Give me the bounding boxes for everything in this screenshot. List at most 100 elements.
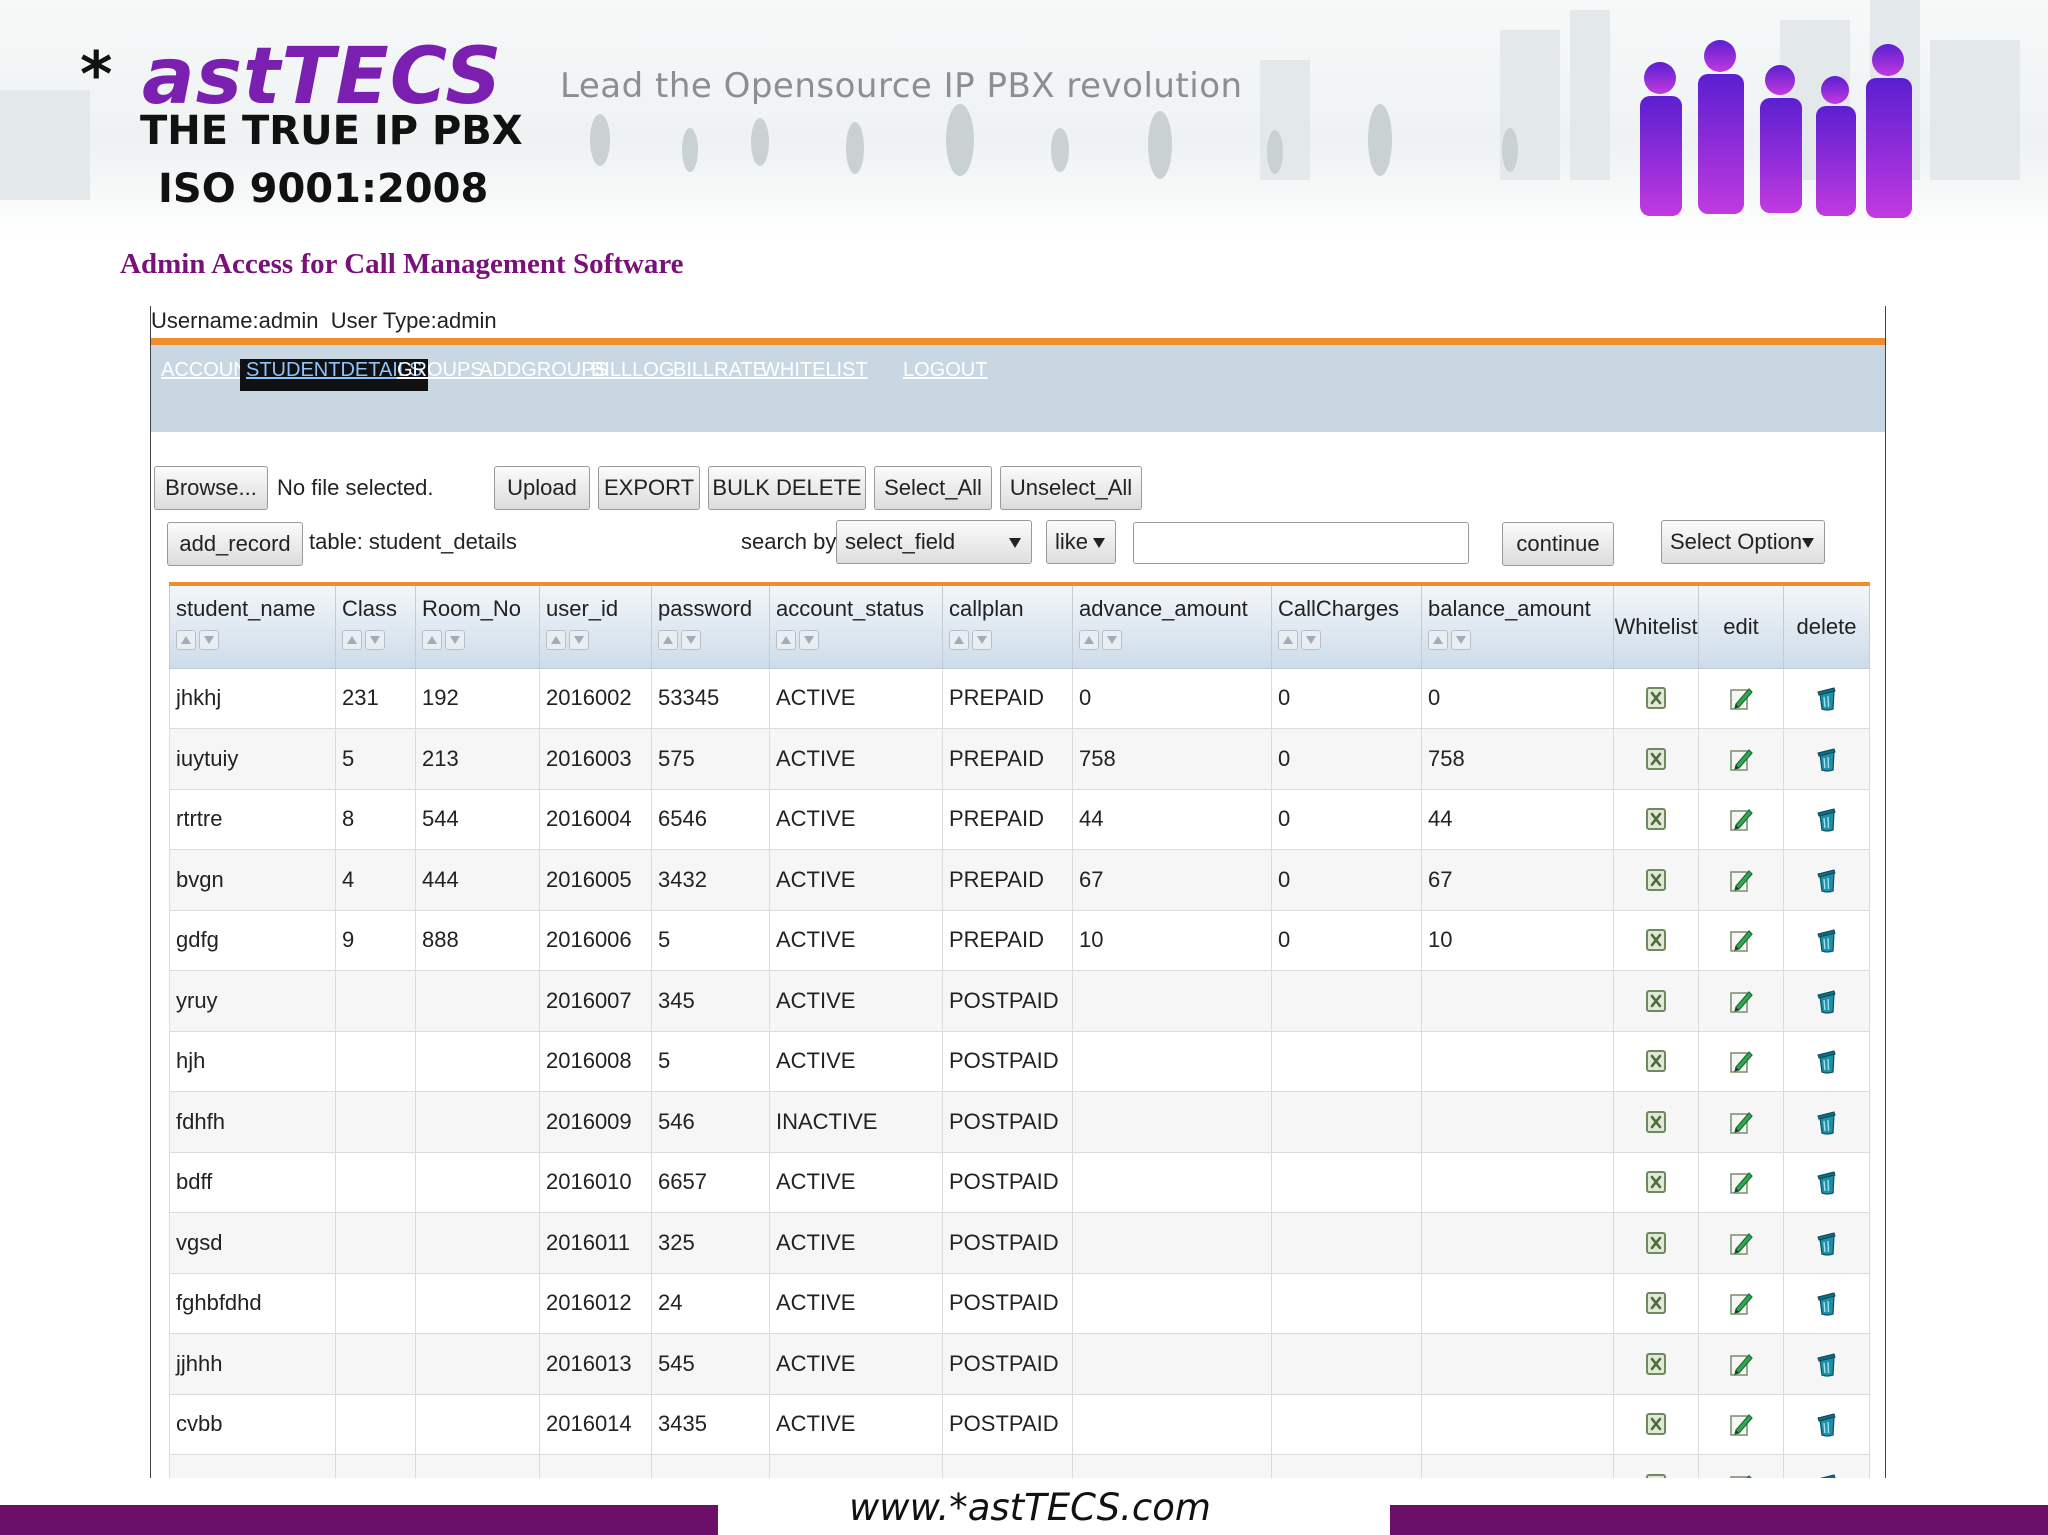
cell-account-status: ACTIVE bbox=[769, 909, 943, 971]
nav-billlog[interactable]: BILLLOG bbox=[591, 359, 675, 381]
cell-edit bbox=[1698, 788, 1784, 850]
whitelist-x-icon[interactable] bbox=[1642, 684, 1670, 712]
edit-pencil-icon[interactable] bbox=[1727, 1229, 1755, 1257]
cell-balance-amount bbox=[1421, 1030, 1614, 1092]
sort-ascending-icon[interactable] bbox=[776, 630, 796, 650]
search-field-select[interactable]: select_field bbox=[836, 520, 1032, 564]
sort-descending-icon[interactable] bbox=[799, 630, 819, 650]
whitelist-x-icon[interactable] bbox=[1642, 1047, 1670, 1075]
edit-pencil-icon[interactable] bbox=[1727, 1471, 1755, 1478]
delete-bin-icon[interactable] bbox=[1813, 987, 1841, 1015]
whitelist-x-icon[interactable] bbox=[1642, 1229, 1670, 1257]
cell-callplan: PREPAID bbox=[942, 849, 1073, 911]
whitelist-x-icon[interactable] bbox=[1642, 926, 1670, 954]
edit-pencil-icon[interactable] bbox=[1727, 1047, 1755, 1075]
sort-descending-icon[interactable] bbox=[1301, 630, 1321, 650]
cell-account-status: ACTIVE bbox=[769, 849, 943, 911]
edit-pencil-icon[interactable] bbox=[1727, 805, 1755, 833]
whitelist-x-icon[interactable] bbox=[1642, 866, 1670, 894]
edit-pencil-icon[interactable] bbox=[1727, 866, 1755, 894]
sort-descending-icon[interactable] bbox=[199, 630, 219, 650]
cell-room-no: 192 bbox=[415, 667, 540, 729]
delete-bin-icon[interactable] bbox=[1813, 1108, 1841, 1136]
sort-descending-icon[interactable] bbox=[569, 630, 589, 650]
whitelist-x-icon[interactable] bbox=[1642, 1350, 1670, 1378]
cell-whitelist bbox=[1613, 667, 1699, 729]
sort-ascending-icon[interactable] bbox=[1428, 630, 1448, 650]
nav-account[interactable]: ACCOUNT bbox=[161, 359, 260, 381]
column-header-label: Room_No bbox=[422, 596, 522, 621]
select-all-button[interactable]: Select_All bbox=[874, 466, 992, 510]
nav-logout[interactable]: LOGOUT bbox=[903, 359, 988, 381]
sort-ascending-icon[interactable] bbox=[949, 630, 969, 650]
cell-user-id: 2016004 bbox=[539, 788, 652, 850]
edit-pencil-icon[interactable] bbox=[1727, 1168, 1755, 1196]
whitelist-x-icon[interactable] bbox=[1642, 1108, 1670, 1136]
whitelist-x-icon[interactable] bbox=[1642, 987, 1670, 1015]
delete-bin-icon[interactable] bbox=[1813, 866, 1841, 894]
search-operator-select[interactable]: like bbox=[1046, 520, 1116, 564]
nav-studentdetails[interactable]: STUDENTDETAILS bbox=[240, 359, 429, 391]
cell-account-status: ACTIVE bbox=[769, 788, 943, 850]
sort-controls bbox=[1278, 630, 1415, 652]
sort-ascending-icon[interactable] bbox=[176, 630, 196, 650]
whitelist-x-icon[interactable] bbox=[1642, 745, 1670, 773]
delete-bin-icon[interactable] bbox=[1813, 1289, 1841, 1317]
sort-ascending-icon[interactable] bbox=[1278, 630, 1298, 650]
edit-pencil-icon[interactable] bbox=[1727, 684, 1755, 712]
nav-groups[interactable]: GROUPS bbox=[397, 359, 484, 381]
delete-bin-icon[interactable] bbox=[1813, 1168, 1841, 1196]
sort-ascending-icon[interactable] bbox=[546, 630, 566, 650]
cell-whitelist bbox=[1613, 1030, 1699, 1092]
cell-advance-amount bbox=[1072, 1272, 1272, 1334]
browse-button[interactable]: Browse... bbox=[154, 466, 268, 510]
sort-ascending-icon[interactable] bbox=[422, 630, 442, 650]
edit-pencil-icon[interactable] bbox=[1727, 926, 1755, 954]
edit-pencil-icon[interactable] bbox=[1727, 1410, 1755, 1438]
delete-bin-icon[interactable] bbox=[1813, 1410, 1841, 1438]
delete-bin-icon[interactable] bbox=[1813, 805, 1841, 833]
sort-descending-icon[interactable] bbox=[445, 630, 465, 650]
nav-whitelist[interactable]: WHITELIST bbox=[761, 359, 868, 381]
sort-descending-icon[interactable] bbox=[365, 630, 385, 650]
whitelist-x-icon[interactable] bbox=[1642, 1471, 1670, 1478]
delete-bin-icon[interactable] bbox=[1813, 684, 1841, 712]
edit-pencil-icon[interactable] bbox=[1727, 1289, 1755, 1317]
edit-pencil-icon[interactable] bbox=[1727, 1108, 1755, 1136]
nav-addgroups[interactable]: ADDGROUPS bbox=[479, 359, 608, 381]
add-record-button[interactable]: add_record bbox=[167, 522, 303, 566]
delete-bin-icon[interactable] bbox=[1813, 1047, 1841, 1075]
unselect-all-button[interactable]: Unselect_All bbox=[1000, 466, 1142, 510]
continue-button[interactable]: continue bbox=[1502, 522, 1614, 566]
whitelist-x-icon[interactable] bbox=[1642, 1289, 1670, 1317]
sort-descending-icon[interactable] bbox=[1451, 630, 1471, 650]
option-select[interactable]: Select Option bbox=[1661, 520, 1825, 564]
edit-pencil-icon[interactable] bbox=[1727, 745, 1755, 773]
sort-ascending-icon[interactable] bbox=[342, 630, 362, 650]
sort-descending-icon[interactable] bbox=[972, 630, 992, 650]
search-input[interactable] bbox=[1133, 522, 1469, 564]
sort-ascending-icon[interactable] bbox=[658, 630, 678, 650]
cell-student-name: vgsd bbox=[169, 1212, 336, 1274]
delete-bin-icon[interactable] bbox=[1813, 1350, 1841, 1378]
whitelist-x-icon[interactable] bbox=[1642, 805, 1670, 833]
whitelist-x-icon[interactable] bbox=[1642, 1168, 1670, 1196]
delete-bin-icon[interactable] bbox=[1813, 926, 1841, 954]
cell-password: 345 bbox=[651, 970, 770, 1032]
delete-bin-icon[interactable] bbox=[1813, 1471, 1841, 1478]
bulk-delete-button[interactable]: BULK DELETE bbox=[708, 466, 866, 510]
edit-pencil-icon[interactable] bbox=[1727, 1350, 1755, 1378]
sort-descending-icon[interactable] bbox=[681, 630, 701, 650]
cell-password: 325 bbox=[651, 1212, 770, 1274]
delete-bin-icon[interactable] bbox=[1813, 745, 1841, 773]
delete-bin-icon[interactable] bbox=[1813, 1229, 1841, 1257]
edit-pencil-icon[interactable] bbox=[1727, 987, 1755, 1015]
whitelist-x-icon[interactable] bbox=[1642, 1410, 1670, 1438]
cell-balance-amount: 44 bbox=[1421, 788, 1614, 850]
sort-descending-icon[interactable] bbox=[1102, 630, 1122, 650]
sort-ascending-icon[interactable] bbox=[1079, 630, 1099, 650]
nav-billrate[interactable]: BILLRATE bbox=[673, 359, 766, 381]
upload-button[interactable]: Upload bbox=[494, 466, 590, 510]
export-button[interactable]: EXPORT bbox=[598, 466, 700, 510]
cell-advance-amount bbox=[1072, 1393, 1272, 1455]
